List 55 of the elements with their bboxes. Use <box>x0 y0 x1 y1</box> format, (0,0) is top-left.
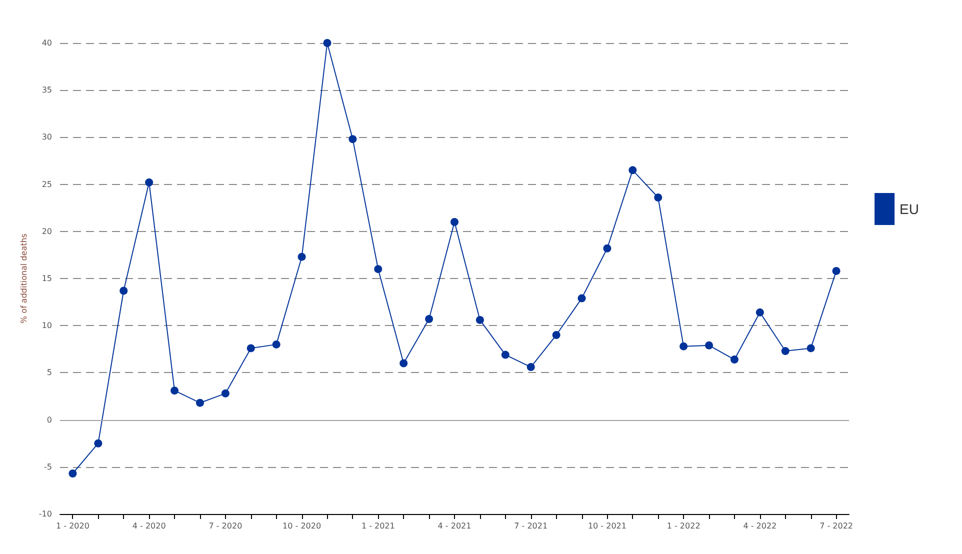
x-tick-label: 10 - 2021 <box>588 522 626 530</box>
x-tick-label: 7 - 2020 <box>208 522 242 530</box>
point <box>730 356 738 364</box>
point <box>526 363 535 372</box>
point <box>806 344 815 352</box>
point <box>450 218 458 226</box>
y-tick-label: 35 <box>42 86 52 95</box>
point <box>603 244 612 252</box>
point <box>425 315 434 324</box>
x-tick-label: 1 - 2020 <box>56 522 90 530</box>
point <box>374 265 382 274</box>
point <box>756 308 764 316</box>
point <box>832 266 840 275</box>
point <box>298 252 306 261</box>
point <box>400 359 408 368</box>
point <box>654 193 662 202</box>
point <box>705 341 714 350</box>
point <box>781 347 790 356</box>
y-tick-label: 40 <box>42 38 52 48</box>
y-tick-label: 20 <box>42 226 52 236</box>
point <box>246 344 255 352</box>
point <box>145 178 154 186</box>
point <box>578 294 586 302</box>
y-tick-label: 30 <box>42 132 52 142</box>
point <box>94 439 102 448</box>
y-tick-label: -10 <box>38 510 52 518</box>
y-tick-label: 10 <box>42 321 52 330</box>
x-tick-label: 1 - 2021 <box>361 522 395 530</box>
y-axis-title: % of additional deaths <box>20 234 29 324</box>
x-tick-label: 4 - 2021 <box>438 522 472 530</box>
x-tick-label: 4 - 2022 <box>743 522 777 530</box>
point <box>170 386 179 395</box>
x-tick-label: 7 - 2022 <box>820 522 853 530</box>
y-tick-label: 5 <box>46 368 52 378</box>
y-tick-label: 0 <box>46 415 52 424</box>
x-tick-label: 10 - 2020 <box>282 522 322 530</box>
point <box>120 286 128 295</box>
point <box>501 350 510 359</box>
point <box>680 342 688 350</box>
point <box>476 316 484 324</box>
point <box>552 331 560 340</box>
point <box>323 39 332 47</box>
legend-label: EU <box>900 201 920 217</box>
point <box>221 389 230 398</box>
x-tick-label: 7 - 2021 <box>514 522 548 530</box>
point <box>348 135 357 144</box>
point <box>628 166 637 174</box>
point <box>68 469 77 478</box>
y-tick-label: -5 <box>44 462 52 472</box>
y-tick-label: 25 <box>42 180 52 189</box>
point <box>196 398 204 407</box>
x-tick-label: 4 - 2020 <box>132 522 166 530</box>
point <box>272 340 280 348</box>
x-tick-label: 1 - 2022 <box>666 522 700 530</box>
y-tick-label: 15 <box>42 274 52 283</box>
